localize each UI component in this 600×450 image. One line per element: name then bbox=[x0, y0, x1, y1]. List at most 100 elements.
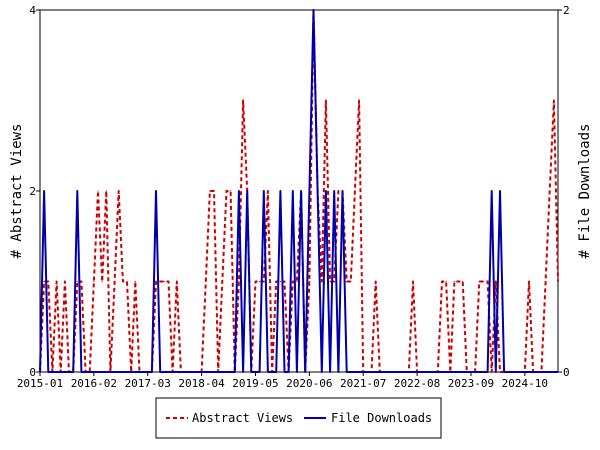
data-point-abstract-views bbox=[259, 280, 261, 283]
data-point-file-downloads bbox=[109, 371, 111, 373]
data-point-abstract-views bbox=[238, 280, 240, 283]
data-point-file-downloads bbox=[399, 371, 402, 373]
data-point-file-downloads bbox=[478, 371, 480, 373]
data-point-file-downloads bbox=[176, 371, 178, 373]
data-point-file-downloads bbox=[420, 371, 422, 373]
data-point-file-downloads bbox=[93, 371, 95, 373]
data-point-file-downloads bbox=[428, 371, 431, 373]
data-point-file-downloads bbox=[528, 371, 530, 373]
data-point-file-downloads bbox=[470, 371, 472, 373]
data-point-file-downloads bbox=[288, 371, 290, 373]
data-point-file-downloads bbox=[317, 190, 319, 192]
data-point-file-downloads bbox=[499, 190, 501, 192]
data-point-file-downloads bbox=[416, 371, 418, 373]
x-tick-label: 2021-07 bbox=[340, 377, 386, 390]
data-point-file-downloads bbox=[267, 371, 269, 373]
data-point-abstract-views bbox=[457, 280, 460, 283]
data-point-abstract-views bbox=[412, 280, 414, 283]
data-point-file-downloads bbox=[51, 371, 54, 373]
data-point-abstract-views bbox=[296, 280, 298, 283]
data-point-abstract-views bbox=[491, 371, 493, 373]
y-right-tick-label: 2 bbox=[563, 4, 570, 17]
y-left-axis-title: # Abstract Views bbox=[9, 124, 25, 259]
data-point-abstract-views bbox=[64, 280, 66, 283]
y-left-tick-label: 0 bbox=[29, 366, 36, 379]
data-point-abstract-views bbox=[545, 280, 547, 283]
legend-label-file-downloads: File Downloads bbox=[331, 411, 432, 425]
data-point-file-downloads bbox=[130, 371, 132, 373]
data-point-file-downloads bbox=[163, 371, 165, 373]
data-point-file-downloads bbox=[337, 371, 339, 373]
data-point-file-downloads bbox=[383, 371, 385, 373]
x-tick-label: 2023-09 bbox=[448, 377, 494, 390]
data-point-file-downloads bbox=[457, 371, 460, 373]
data-point-abstract-views bbox=[333, 280, 335, 283]
data-point-abstract-views bbox=[134, 280, 136, 283]
data-point-file-downloads bbox=[155, 190, 157, 192]
data-point-file-downloads bbox=[138, 371, 141, 373]
data-point-file-downloads bbox=[271, 371, 273, 373]
data-point-abstract-views bbox=[263, 280, 265, 283]
data-point-file-downloads bbox=[536, 371, 538, 373]
data-point-file-downloads bbox=[540, 371, 543, 373]
data-point-file-downloads bbox=[72, 371, 74, 373]
x-tick-label: 2016-02 bbox=[71, 377, 117, 390]
data-point-file-downloads bbox=[101, 371, 103, 373]
data-point-file-downloads bbox=[225, 371, 228, 373]
data-point-abstract-views bbox=[43, 280, 45, 283]
y-right-axis-title: # File Downloads bbox=[577, 124, 593, 259]
data-point-file-downloads bbox=[325, 190, 327, 192]
data-point-file-downloads bbox=[491, 190, 493, 192]
data-point-file-downloads bbox=[159, 371, 161, 373]
data-point-file-downloads bbox=[238, 190, 240, 192]
data-point-file-downloads bbox=[56, 371, 58, 373]
legend-label-abstract-views: Abstract Views bbox=[192, 411, 293, 425]
data-point-abstract-views bbox=[478, 280, 480, 283]
data-point-file-downloads bbox=[275, 371, 277, 373]
data-point-file-downloads bbox=[412, 371, 414, 373]
data-point-file-downloads bbox=[321, 371, 323, 373]
data-point-file-downloads bbox=[375, 371, 377, 373]
data-point-abstract-views bbox=[557, 280, 559, 283]
data-point-file-downloads bbox=[462, 371, 464, 373]
data-point-file-downloads bbox=[487, 371, 489, 373]
data-point-file-downloads bbox=[283, 371, 286, 373]
data-point-file-downloads bbox=[167, 371, 170, 373]
series-line-file-downloads bbox=[39, 9, 558, 373]
data-point-abstract-views bbox=[283, 280, 286, 283]
data-point-file-downloads bbox=[516, 371, 518, 373]
data-point-abstract-views bbox=[487, 280, 489, 283]
data-point-abstract-views bbox=[321, 280, 323, 283]
data-point-file-downloads bbox=[553, 371, 555, 373]
data-point-abstract-views bbox=[93, 280, 95, 283]
data-point-abstract-views bbox=[126, 280, 128, 283]
data-point-file-downloads bbox=[549, 371, 551, 373]
data-point-file-downloads bbox=[524, 371, 526, 373]
data-point-file-downloads bbox=[507, 371, 509, 373]
data-point-file-downloads bbox=[366, 371, 368, 373]
legend-box bbox=[155, 397, 442, 439]
data-point-file-downloads bbox=[89, 371, 91, 373]
series-layer bbox=[39, 9, 559, 373]
data-point-abstract-views bbox=[56, 280, 58, 283]
y-right-tick-label: 0 bbox=[563, 366, 570, 379]
data-point-abstract-views bbox=[441, 280, 443, 283]
data-point-file-downloads bbox=[296, 371, 298, 373]
data-point-file-downloads bbox=[259, 371, 261, 373]
x-tick-label: 2015-01 bbox=[17, 377, 63, 390]
data-point-abstract-views bbox=[254, 280, 257, 283]
data-point-file-downloads bbox=[39, 371, 41, 373]
data-point-file-downloads bbox=[234, 371, 236, 373]
data-point-file-downloads bbox=[263, 190, 265, 192]
data-point-file-downloads bbox=[453, 371, 455, 373]
data-point-abstract-views bbox=[499, 371, 501, 373]
data-point-file-downloads bbox=[188, 371, 190, 373]
data-point-file-downloads bbox=[354, 371, 356, 373]
data-point-file-downloads bbox=[503, 371, 505, 373]
data-point-file-downloads bbox=[60, 371, 62, 373]
data-point-abstract-views bbox=[279, 280, 281, 283]
data-point-file-downloads bbox=[482, 371, 484, 373]
data-point-file-downloads bbox=[246, 190, 248, 192]
data-point-abstract-views bbox=[97, 190, 99, 192]
